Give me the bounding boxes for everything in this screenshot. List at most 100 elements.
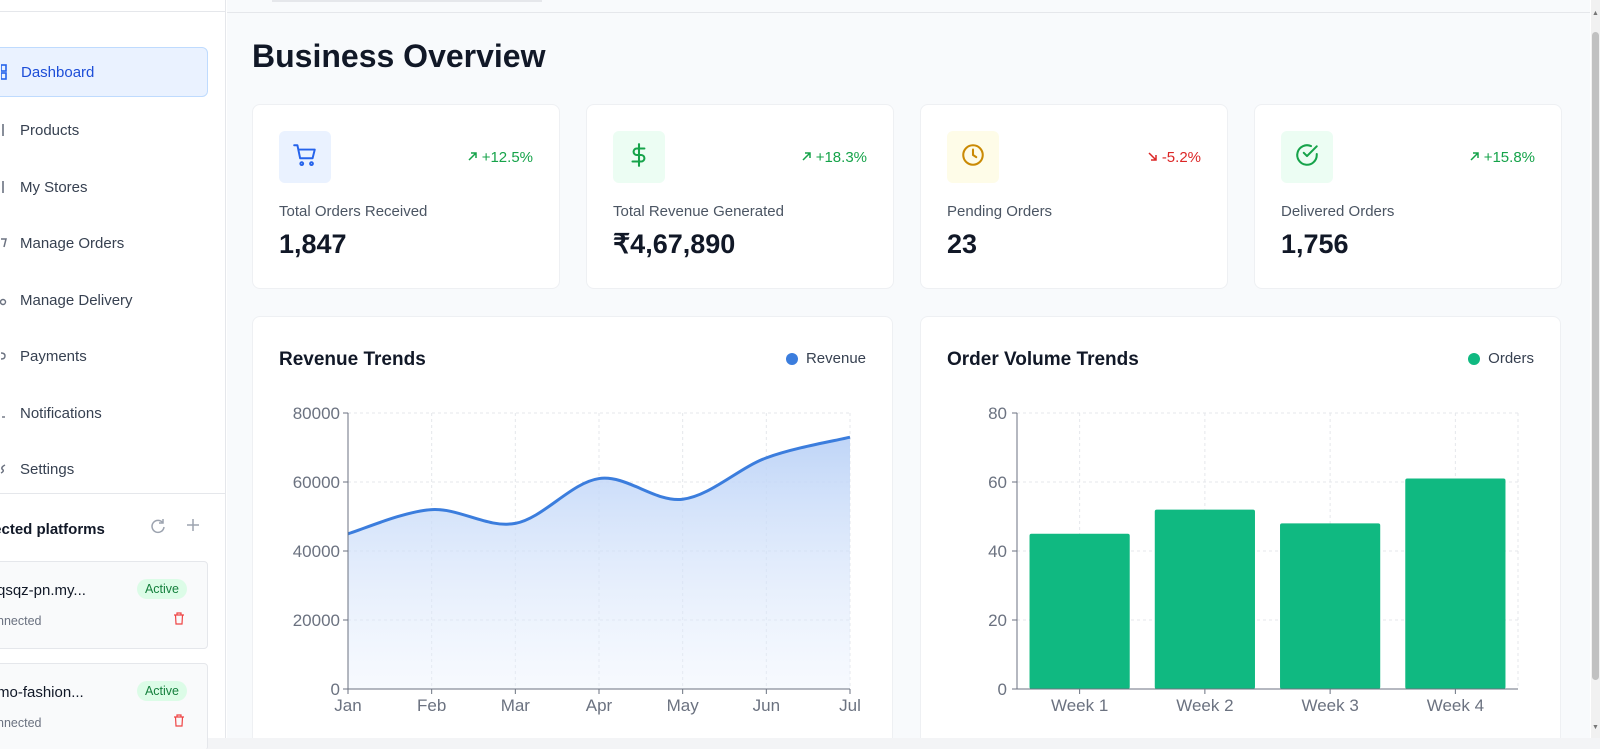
order-volume-trends-card: Order Volume Trends Orders 0 20 40 60 80 Week… <box>920 316 1561 738</box>
y-tick-label: 80000 <box>293 404 340 423</box>
x-tick-label: Week 3 <box>1301 696 1358 715</box>
truck-icon <box>0 291 14 309</box>
bar <box>1280 523 1381 689</box>
stat-label: Total Revenue Generated <box>613 203 784 220</box>
arrow-up-right-icon <box>467 149 478 166</box>
platform-name: qsqz-pn.my... <box>0 582 86 599</box>
sidebar-item-manage-orders[interactable]: Manage Orders <box>0 218 208 268</box>
x-tick-label: Week 4 <box>1427 696 1484 715</box>
stat-change: +15.8% <box>1469 149 1535 166</box>
scroll-down-icon[interactable]: ▼ <box>1592 724 1599 731</box>
stat-value: 23 <box>947 229 978 259</box>
sidebar-item-notifications[interactable]: Notifications <box>0 388 208 438</box>
stat-card-total-orders: +12.5% Total Orders Received 1,847 <box>252 104 560 289</box>
y-tick-label: 40000 <box>293 542 340 561</box>
cart-icon <box>0 234 14 252</box>
shopping-cart-icon <box>292 142 318 173</box>
y-tick-label: 60000 <box>293 473 340 492</box>
gear-icon <box>0 460 14 478</box>
stat-value: 1,847 <box>279 229 347 259</box>
topbar-search-edge <box>272 0 542 2</box>
stat-icon-box <box>947 131 999 183</box>
sidebar: Dashboard Products My Stores Manage Orde… <box>0 0 226 749</box>
sidebar-item-label: Dashboard <box>21 63 95 81</box>
sidebar-item-my-stores[interactable]: My Stores <box>0 162 208 212</box>
x-tick-label: Apr <box>586 696 613 715</box>
revenue-area <box>348 437 850 689</box>
y-tick-label: 60 <box>988 473 1007 492</box>
main-content: Business Overview +12.5% Total Orders Re… <box>227 0 1590 738</box>
x-tick-label: Jul <box>839 696 861 715</box>
stat-change-value: +15.8% <box>1483 149 1535 166</box>
bar <box>1405 478 1506 689</box>
platform-card[interactable]: mo-fashion... Active nnected <box>0 663 208 749</box>
platform-card[interactable]: qsqz-pn.my... Active nnected <box>0 561 208 649</box>
chart-title: Revenue Trends <box>279 349 426 370</box>
stat-change: +12.5% <box>467 149 533 166</box>
grid-icon <box>1 63 15 81</box>
trash-icon[interactable] <box>173 714 185 730</box>
clock-icon <box>960 142 986 173</box>
trash-icon[interactable] <box>173 612 185 628</box>
platform-status: nnected <box>0 716 42 730</box>
stat-change-value: -5.2% <box>1161 149 1201 166</box>
stat-value: ₹4,67,890 <box>613 229 736 259</box>
x-tick-label: Week 1 <box>1051 696 1108 715</box>
sidebar-item-settings[interactable]: Settings <box>0 444 208 494</box>
arrow-up-right-icon <box>1469 149 1480 166</box>
x-tick-label: Feb <box>417 696 446 715</box>
sidebar-item-dashboard[interactable]: Dashboard <box>0 47 208 97</box>
sidebar-item-products[interactable]: Products <box>0 105 208 155</box>
scroll-up-icon[interactable]: ▲ <box>1592 10 1599 17</box>
chart-title: Order Volume Trends <box>947 349 1139 370</box>
legend-marker <box>785 352 798 365</box>
stat-icon-box <box>1281 131 1333 183</box>
refresh-icon[interactable] <box>150 518 166 539</box>
stat-change-value: +12.5% <box>481 149 533 166</box>
stat-change: +18.3% <box>801 149 867 166</box>
sidebar-item-manage-delivery[interactable]: Manage Delivery <box>0 275 208 325</box>
y-tick-label: 20000 <box>293 611 340 630</box>
x-tick-label: Mar <box>501 696 531 715</box>
divider <box>0 493 225 494</box>
bar <box>1154 509 1255 689</box>
sidebar-item-label: Settings <box>20 460 75 478</box>
y-tick-label: 40 <box>988 542 1007 561</box>
status-badge: Active <box>136 579 187 599</box>
stat-label: Delivered Orders <box>1281 203 1395 220</box>
stat-icon-box <box>279 131 331 183</box>
legend-label: Revenue <box>805 350 866 367</box>
sidebar-item-label: Products <box>20 121 80 139</box>
x-tick-label: May <box>667 696 700 715</box>
scrollbar-thumb[interactable] <box>1592 32 1599 680</box>
sidebar-item-label: My Stores <box>20 178 88 196</box>
platform-name: mo-fashion... <box>0 684 84 701</box>
wallet-icon <box>0 347 14 365</box>
box-icon <box>0 121 14 139</box>
sidebar-item-label: Manage Delivery <box>20 291 133 309</box>
connected-platforms-header: nected platforms <box>0 514 214 544</box>
sidebar-item-label: Manage Orders <box>20 234 125 252</box>
order-volume-chart: 0 20 40 60 80 Week 1 Week 2 Week 3 Week 4 <box>988 404 1519 715</box>
platform-status: nnected <box>0 614 42 628</box>
stat-card-delivered-orders: +15.8% Delivered Orders 1,756 <box>1254 104 1562 289</box>
stat-icon-box <box>613 131 665 183</box>
revenue-trends-card: Revenue Trends Revenue 0 20000 40000 60000 8… <box>252 316 893 738</box>
arrow-down-right-icon <box>1147 149 1158 166</box>
stat-card-total-revenue: +18.3% Total Revenue Generated ₹4,67,890 <box>586 104 894 289</box>
stat-card-pending-orders: -5.2% Pending Orders 23 <box>920 104 1228 289</box>
sidebar-item-label: Notifications <box>20 404 102 422</box>
sidebar-divider <box>0 11 225 12</box>
add-platform-icon[interactable] <box>186 518 200 539</box>
sidebar-item-payments[interactable]: Payments <box>0 331 208 381</box>
vertical-scrollbar[interactable]: ▲ ▼ <box>1591 0 1600 738</box>
stat-value: 1,756 <box>1281 229 1349 259</box>
connected-platforms-title: nected platforms <box>0 520 105 538</box>
status-badge: Active <box>136 681 187 701</box>
y-tick-label: 0 <box>331 680 340 699</box>
y-tick-label: 20 <box>988 611 1007 630</box>
chart-legend: Orders <box>1468 350 1534 367</box>
topbar-divider <box>227 12 1590 13</box>
y-tick-label: 0 <box>998 680 1007 699</box>
bell-icon <box>0 404 14 422</box>
